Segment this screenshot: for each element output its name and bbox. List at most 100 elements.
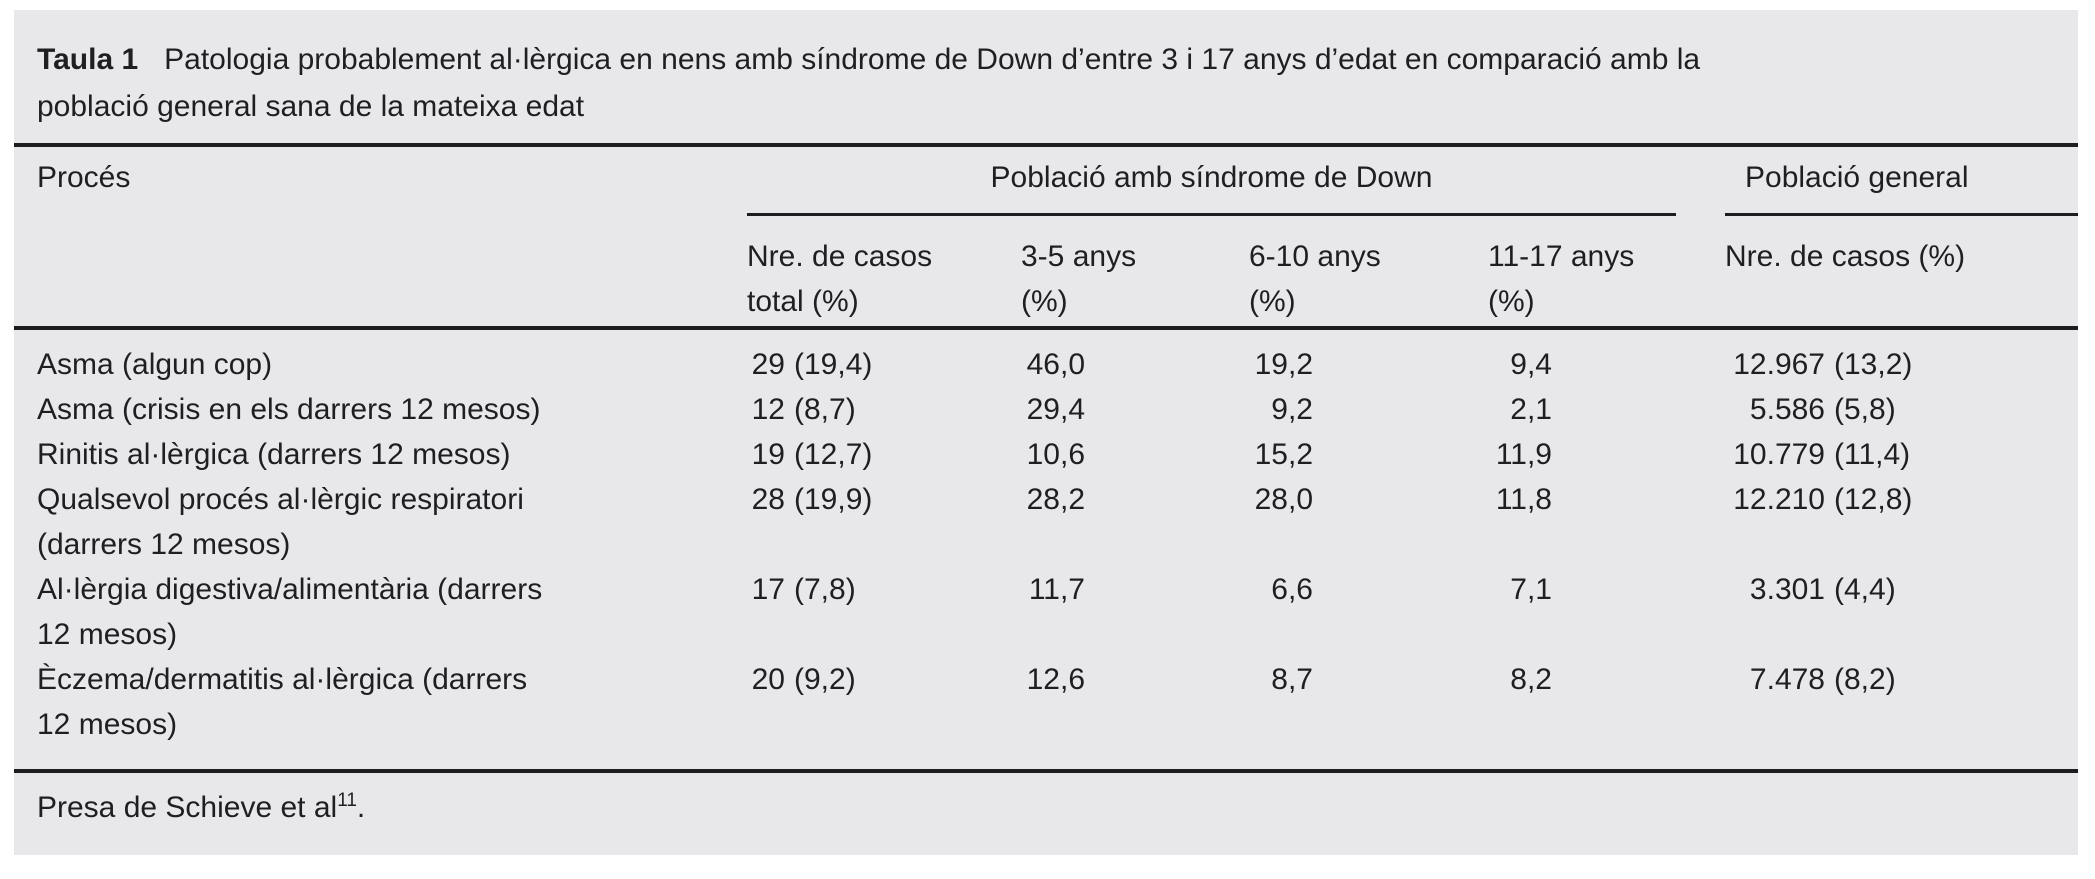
table-row: Asma (algun cop) 29 (19,4) 46,0 19,2 9,4 … — [14, 342, 2078, 387]
general-cell: 5.586 (5,8) — [1725, 387, 2078, 432]
bottom-rule — [14, 769, 2078, 773]
anys-6-10-cell: 19,2 — [1249, 342, 1488, 387]
anys-6-10-cell: 28,0 — [1249, 477, 1488, 567]
total-percent: (19,9) — [794, 483, 873, 516]
general-value: 12.967 — [1733, 348, 1825, 381]
anys-3-5-cell: 10,6 — [1021, 432, 1249, 477]
anys-3-5-cell: 46,0 — [1021, 342, 1249, 387]
general-percent: (11,4) — [1834, 438, 1911, 471]
anys-11-17-value: 9,4 — [1510, 348, 1552, 381]
total-percent: (12,7) — [794, 438, 873, 471]
footnote-text: Presa de Schieve et al — [37, 791, 338, 824]
proces-cell: Èczema/dermatitis al·lèrgica (darrers 12… — [37, 663, 528, 741]
general-cell: 12.967 (13,2) — [1725, 342, 2078, 387]
anys-3-5-cell: 28,2 — [1021, 477, 1249, 567]
group-header-down-label: Població amb síndrome de Down — [747, 155, 1676, 216]
general-percent: (4,4) — [1834, 573, 1896, 606]
table-row: Rinitis al·lèrgica (darrers 12 mesos) 19… — [14, 432, 2078, 477]
general-cell: 7.478 (8,2) — [1725, 657, 2078, 747]
proces-cell: Rinitis al·lèrgica (darrers 12 mesos) — [37, 438, 511, 471]
total-value: 28 — [751, 483, 785, 516]
total-percent: (9,2) — [794, 663, 856, 696]
table-row: Èczema/dermatitis al·lèrgica (darrers 12… — [14, 657, 2078, 747]
table-footnote: Presa de Schieve et al11. — [14, 773, 2078, 855]
anys-6-10-cell: 8,7 — [1249, 657, 1488, 747]
anys-6-10-value: 9,2 — [1271, 393, 1313, 426]
subheader-6-10-anys: 6-10 anys (%) — [1249, 240, 1381, 318]
proces-cell: Qualsevol procés al·lèrgic respiratori (… — [37, 483, 524, 561]
footnote-period: . — [356, 791, 366, 824]
total-percent: (19,4) — [794, 348, 873, 381]
anys-3-5-value: 11,7 — [1028, 573, 1085, 606]
table-title: Taula 1 Patologia probablement al·lèrgica… — [14, 10, 2078, 130]
column-header-proces: Procés — [37, 161, 131, 194]
header-rule — [14, 326, 2078, 330]
anys-11-17-value: 2,1 — [1510, 393, 1552, 426]
top-rule — [14, 143, 2078, 147]
general-percent: (8,2) — [1834, 663, 1896, 696]
total-value: 19 — [751, 438, 785, 471]
subheader-general-casos: Nre. de casos (%) — [1725, 240, 1966, 273]
general-percent: (13,2) — [1834, 348, 1913, 381]
general-value: 3.301 — [1749, 573, 1825, 606]
general-cell: 10.779 (11,4) — [1725, 432, 2078, 477]
anys-6-10-value: 15,2 — [1254, 438, 1313, 471]
general-cell: 12.210 (12,8) — [1725, 477, 2078, 567]
anys-11-17-cell: 11,8 — [1488, 477, 1725, 567]
subheader-total-casos: Nre. de casos total (%) — [747, 240, 933, 318]
table-row: Asma (crisis en els darrers 12 mesos) 12… — [14, 387, 2078, 432]
anys-11-17-cell: 11,9 — [1488, 432, 1725, 477]
general-value: 5.586 — [1749, 393, 1825, 426]
total-cell: 28 (19,9) — [747, 477, 1021, 567]
table-title-text: Patologia probablement al·lèrgica en nen… — [37, 43, 1701, 123]
table-body: Asma (algun cop) 29 (19,4) 46,0 19,2 9,4 … — [14, 330, 2078, 755]
anys-11-17-value: 7,1 — [1510, 573, 1552, 606]
general-percent: (12,8) — [1834, 483, 1913, 516]
anys-6-10-value: 19,2 — [1254, 348, 1313, 381]
sub-header-row: Nre. de casos total (%) 3-5 anys (%) 6-1… — [14, 216, 2078, 324]
general-value: 12.210 — [1733, 483, 1825, 516]
total-cell: 17 (7,8) — [747, 567, 1021, 657]
general-value: 10.779 — [1733, 438, 1825, 471]
anys-3-5-value: 10,6 — [1026, 438, 1085, 471]
anys-11-17-cell: 8,2 — [1488, 657, 1725, 747]
subheader-3-5-anys: 3-5 anys (%) — [1021, 240, 1137, 318]
total-value: 20 — [751, 663, 785, 696]
total-percent: (8,7) — [794, 393, 856, 426]
general-percent: (5,8) — [1834, 393, 1896, 426]
anys-3-5-value: 46,0 — [1026, 348, 1085, 381]
anys-11-17-cell: 7,1 — [1488, 567, 1725, 657]
anys-11-17-value: 11,8 — [1495, 483, 1552, 516]
anys-6-10-cell: 9,2 — [1249, 387, 1488, 432]
total-cell: 29 (19,4) — [747, 342, 1021, 387]
table-row: Al·lèrgia digestiva/alimentària (darrers… — [14, 567, 2078, 657]
proces-cell: Asma (crisis en els darrers 12 mesos) — [37, 393, 541, 426]
group-header-row: Procés Població amb síndrome de Down Pob… — [14, 147, 2078, 216]
total-percent: (7,8) — [794, 573, 856, 606]
anys-11-17-value: 8,2 — [1510, 663, 1552, 696]
anys-3-5-value: 28,2 — [1026, 483, 1085, 516]
anys-6-10-value: 6,6 — [1271, 573, 1313, 606]
total-cell: 12 (8,7) — [747, 387, 1021, 432]
subheader-empty — [37, 234, 747, 324]
anys-6-10-cell: 6,6 — [1249, 567, 1488, 657]
group-header-general-label: Població general — [1725, 155, 2078, 216]
anys-3-5-cell: 12,6 — [1021, 657, 1249, 747]
anys-11-17-cell: 2,1 — [1488, 387, 1725, 432]
table-row: Qualsevol procés al·lèrgic respiratori (… — [14, 477, 2078, 567]
anys-3-5-cell: 29,4 — [1021, 387, 1249, 432]
total-cell: 19 (12,7) — [747, 432, 1021, 477]
total-value: 29 — [751, 348, 785, 381]
total-value: 12 — [751, 393, 785, 426]
anys-3-5-cell: 11,7 — [1021, 567, 1249, 657]
table-number-label: Taula 1 — [37, 43, 139, 76]
total-cell: 20 (9,2) — [747, 657, 1021, 747]
anys-6-10-cell: 15,2 — [1249, 432, 1488, 477]
total-value: 17 — [751, 573, 785, 606]
anys-11-17-value: 11,9 — [1495, 438, 1552, 471]
subheader-11-17-anys: 11-17 anys (%) — [1488, 240, 1635, 318]
proces-cell: Al·lèrgia digestiva/alimentària (darrers… — [37, 573, 543, 651]
anys-3-5-value: 29,4 — [1026, 393, 1085, 426]
proces-cell: Asma (algun cop) — [37, 348, 273, 381]
anys-3-5-value: 12,6 — [1026, 663, 1085, 696]
